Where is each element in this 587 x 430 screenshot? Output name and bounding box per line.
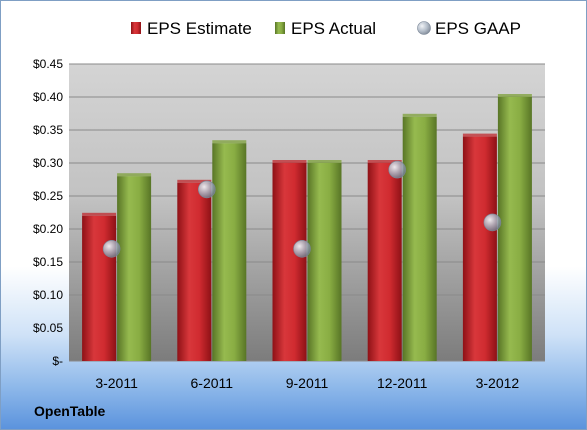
legend-label: EPS Estimate [147, 19, 252, 38]
x-axis: 3-2011 6-2011 9-2011 12-2011 3-2012 [95, 375, 519, 391]
y-tick-label: $0.45 [33, 57, 63, 71]
y-tick-label: $0.30 [33, 156, 63, 170]
bar-top [462, 133, 497, 137]
bar-top [272, 160, 307, 163]
bar-top [402, 113, 437, 117]
estimate-bar [367, 163, 402, 361]
gaap-marker [293, 240, 311, 258]
y-tick-label: $- [52, 354, 63, 368]
y-tick-label: $0.15 [33, 255, 63, 269]
x-tick-label: 12-2011 [377, 375, 428, 391]
y-tick-label: $0.10 [33, 288, 63, 302]
legend: EPS Estimate EPS Actual EPS GAAP [131, 19, 521, 38]
bar-top [497, 94, 532, 97]
bars [82, 94, 532, 361]
y-tick-label: $0.25 [33, 189, 63, 203]
estimate-bar [462, 136, 497, 361]
gaap-marker [102, 240, 121, 258]
legend-swatch [131, 22, 141, 34]
x-tick-label: 3-2011 [95, 375, 138, 391]
gaap-marker [388, 160, 407, 179]
y-axis: $0.45 $0.40 $0.35 $0.30 $0.25 $0.20 $0.15 $0.10… [33, 57, 63, 368]
y-tick-label: $0.20 [33, 222, 63, 236]
bar-top [212, 140, 247, 144]
company-label: OpenTable [34, 403, 106, 419]
x-tick-label: 6-2011 [191, 375, 234, 391]
bar-top [367, 160, 402, 163]
gaap-markers [102, 160, 502, 258]
y-tick-label: $0.35 [33, 123, 63, 137]
actual-bar [117, 176, 152, 361]
estimate-bar [82, 215, 117, 361]
x-tick-label: 9-2011 [286, 375, 329, 391]
bar-top [177, 179, 212, 183]
legend-swatch [417, 21, 431, 35]
bar-top [117, 173, 152, 177]
legend-swatch [275, 22, 285, 34]
estimate-bar [177, 182, 212, 361]
estimate-bar [272, 163, 307, 361]
y-tick-label: $0.40 [33, 90, 63, 104]
actual-bar [307, 163, 342, 361]
actual-bar [402, 116, 437, 361]
gaap-marker [198, 180, 216, 199]
legend-label: EPS GAAP [435, 19, 521, 38]
actual-bar [497, 97, 532, 361]
bar-top [82, 212, 117, 216]
y-tick-label: $0.05 [33, 321, 63, 335]
actual-bar [212, 143, 247, 361]
bar-top [307, 160, 342, 163]
x-tick-label: 3-2012 [476, 375, 520, 391]
legend-label: EPS Actual [291, 19, 376, 38]
gaap-marker [483, 213, 502, 232]
